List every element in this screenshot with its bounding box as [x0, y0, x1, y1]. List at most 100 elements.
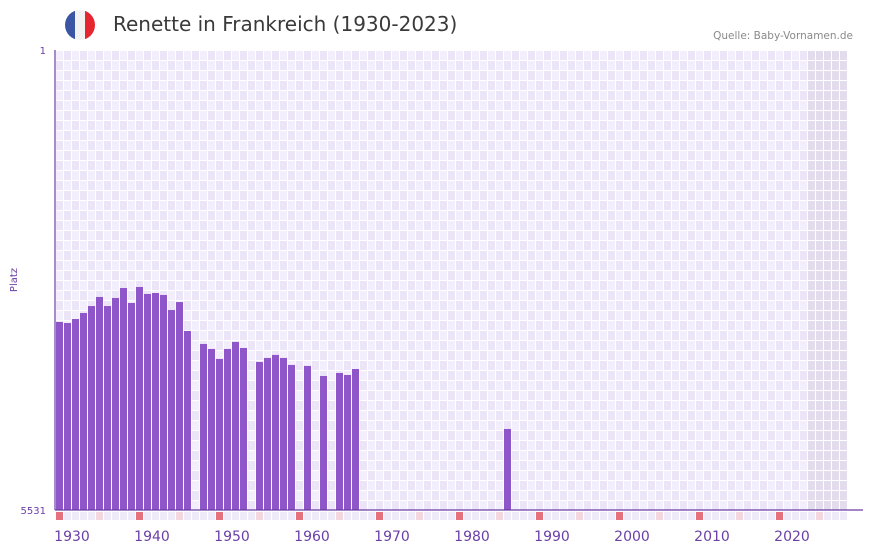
grid-cell	[336, 141, 343, 150]
year-marker	[840, 512, 847, 520]
grid-cell	[600, 341, 607, 350]
grid-cell	[560, 421, 567, 430]
grid-cell	[352, 91, 359, 100]
grid-cell	[288, 331, 295, 340]
grid-cell	[160, 201, 167, 210]
grid-cell	[824, 411, 831, 420]
grid-cell	[480, 51, 487, 60]
grid-cell	[768, 201, 775, 210]
grid-cell	[328, 491, 335, 500]
grid-cell	[632, 271, 639, 280]
grid-cell	[96, 61, 103, 70]
grid-cell	[136, 261, 143, 270]
grid-cell	[528, 121, 535, 130]
grid-cell	[664, 161, 671, 170]
grid-cell	[832, 341, 839, 350]
grid-cell	[296, 51, 303, 60]
grid-cell	[568, 91, 575, 100]
grid-cell	[760, 491, 767, 500]
grid-cell	[384, 91, 391, 100]
grid-cell	[672, 151, 679, 160]
bar-1957	[272, 354, 279, 510]
grid-cell	[72, 141, 79, 150]
grid-cell	[688, 281, 695, 290]
grid-cell	[656, 351, 663, 360]
grid-cell	[760, 401, 767, 410]
grid-cell	[464, 291, 471, 300]
grid-cell	[472, 101, 479, 110]
grid-cell	[456, 411, 463, 420]
grid-cell	[736, 431, 743, 440]
grid-cell	[72, 231, 79, 240]
grid-cell	[504, 121, 511, 130]
grid-cell	[560, 201, 567, 210]
grid-cell	[696, 321, 703, 330]
grid-cell	[344, 331, 351, 340]
grid-cell	[592, 481, 599, 490]
grid-cell	[288, 61, 295, 70]
grid-cell	[832, 111, 839, 120]
grid-cell	[560, 361, 567, 370]
grid-cell	[752, 261, 759, 270]
grid-cell	[384, 171, 391, 180]
grid-cell	[424, 301, 431, 310]
grid-cell	[584, 371, 591, 380]
grid-cell	[824, 141, 831, 150]
grid-cell	[696, 281, 703, 290]
grid-cell	[664, 481, 671, 490]
grid-cell	[816, 291, 823, 300]
grid-cell	[608, 51, 615, 60]
grid-cell	[816, 391, 823, 400]
grid-cell	[840, 311, 847, 320]
grid-cell	[624, 271, 631, 280]
grid-cell	[840, 51, 847, 60]
grid-cell	[728, 321, 735, 330]
grid-cell	[480, 241, 487, 250]
grid-cell	[280, 141, 287, 150]
grid-cell	[448, 471, 455, 480]
grid-cell	[64, 191, 71, 200]
grid-cell	[816, 251, 823, 260]
grid-cell	[752, 471, 759, 480]
grid-cell	[136, 171, 143, 180]
grid-cell	[312, 71, 319, 80]
grid-cell	[296, 411, 303, 420]
grid-cell	[176, 291, 183, 300]
grid-cell	[760, 131, 767, 140]
grid-cell	[184, 291, 191, 300]
grid-cell	[656, 231, 663, 240]
grid-cell	[840, 341, 847, 350]
grid-cell	[784, 321, 791, 330]
grid-cell	[808, 101, 815, 110]
grid-cell	[432, 101, 439, 110]
grid-cell	[472, 161, 479, 170]
source-link[interactable]: Quelle: Baby-Vornamen.de	[713, 30, 853, 42]
grid-cell	[520, 91, 527, 100]
grid-cell	[512, 311, 519, 320]
grid-cell	[464, 281, 471, 290]
grid-cell	[600, 61, 607, 70]
grid-cell	[144, 231, 151, 240]
grid-cell	[512, 371, 519, 380]
grid-cell	[296, 221, 303, 230]
grid-cell	[72, 201, 79, 210]
grid-cell	[552, 111, 559, 120]
grid-cell	[688, 411, 695, 420]
grid-cell	[768, 371, 775, 380]
grid-cell	[576, 81, 583, 90]
grid-cell	[712, 491, 719, 500]
grid-cell	[496, 301, 503, 310]
grid-cell	[784, 141, 791, 150]
grid-cell	[392, 441, 399, 450]
grid-cell	[168, 81, 175, 90]
grid-cell	[496, 431, 503, 440]
grid-cell	[440, 211, 447, 220]
grid-cell	[344, 71, 351, 80]
grid-cell	[816, 241, 823, 250]
grid-cell	[728, 161, 735, 170]
year-marker	[664, 512, 671, 520]
grid-cell	[656, 501, 663, 510]
grid-cell	[80, 251, 87, 260]
grid-cell	[432, 421, 439, 430]
grid-cell	[328, 411, 335, 420]
